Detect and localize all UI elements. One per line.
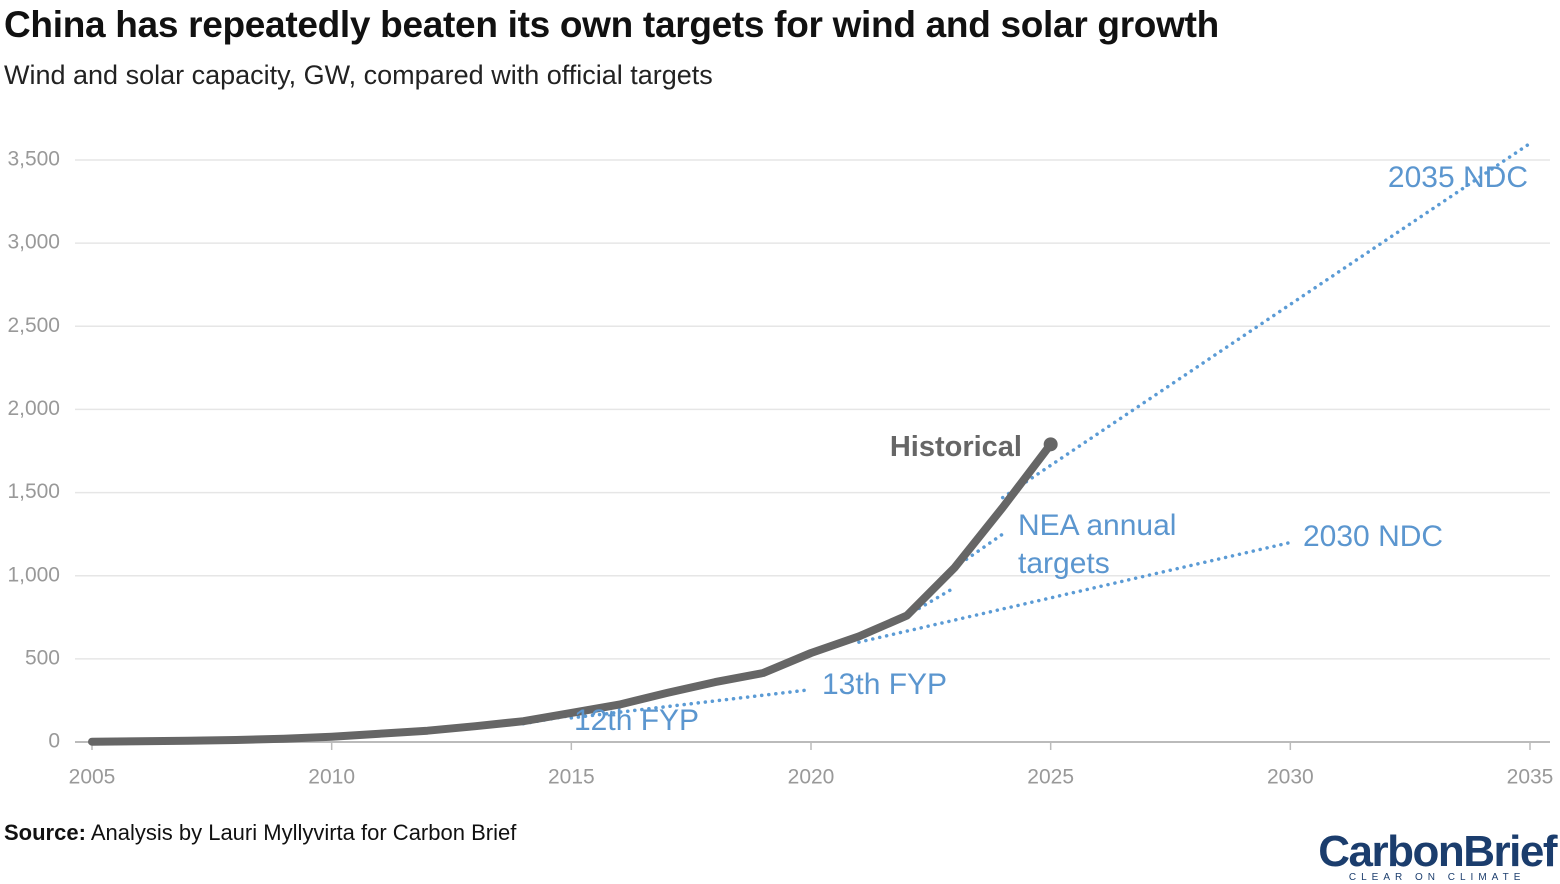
series-label: 2035 NDC xyxy=(1387,161,1528,194)
y-tick-label: 2,500 xyxy=(7,314,60,337)
x-tick-label: 2025 xyxy=(1027,766,1074,789)
logo-text: CarbonBrief xyxy=(1318,827,1557,876)
y-tick-label: 3,500 xyxy=(7,148,60,171)
y-tick-label: 3,000 xyxy=(7,231,60,254)
series-label: 13th FYP xyxy=(822,668,948,701)
x-tick-label: 2010 xyxy=(308,766,355,789)
chart-title: China has repeatedly beaten its own targ… xyxy=(4,4,1219,45)
logo: CarbonBrief CLEAR ON CLIMATE xyxy=(1318,827,1557,884)
y-tick-label: 500 xyxy=(25,646,60,669)
series-label: 12th FYP xyxy=(574,704,700,737)
source-label: Source: xyxy=(4,820,86,845)
target-line xyxy=(953,532,1005,570)
target-line xyxy=(905,585,957,618)
y-tick-label: 0 xyxy=(48,730,60,753)
x-tick-label: 2035 xyxy=(1507,766,1554,789)
series-label: 2030 NDC xyxy=(1303,520,1444,553)
x-tick-label: 2030 xyxy=(1267,766,1314,789)
y-tick-label: 1,500 xyxy=(7,480,60,503)
x-tick-label: 2015 xyxy=(548,766,595,789)
source-text: Analysis by Lauri Myllyvirta for Carbon … xyxy=(90,820,517,845)
historical-line xyxy=(88,440,1055,746)
target-line xyxy=(857,540,1293,644)
target-line xyxy=(569,687,813,720)
y-tick-label: 2,000 xyxy=(7,397,60,420)
end-marker xyxy=(1043,437,1058,452)
y-tick-label: 1,000 xyxy=(7,563,60,586)
x-tick-label: 2020 xyxy=(788,766,835,789)
target-line xyxy=(1000,141,1532,500)
x-tick-label: 2005 xyxy=(69,766,116,789)
series-label: Historical xyxy=(889,431,1022,463)
chart-subtitle: Wind and solar capacity, GW, compared wi… xyxy=(4,60,713,90)
logo-tagline: CLEAR ON CLIMATE xyxy=(1348,872,1526,883)
series-label: NEA annual targets xyxy=(1018,509,1177,580)
source: Source: Analysis by Lauri Myllyvirta for… xyxy=(4,820,516,846)
